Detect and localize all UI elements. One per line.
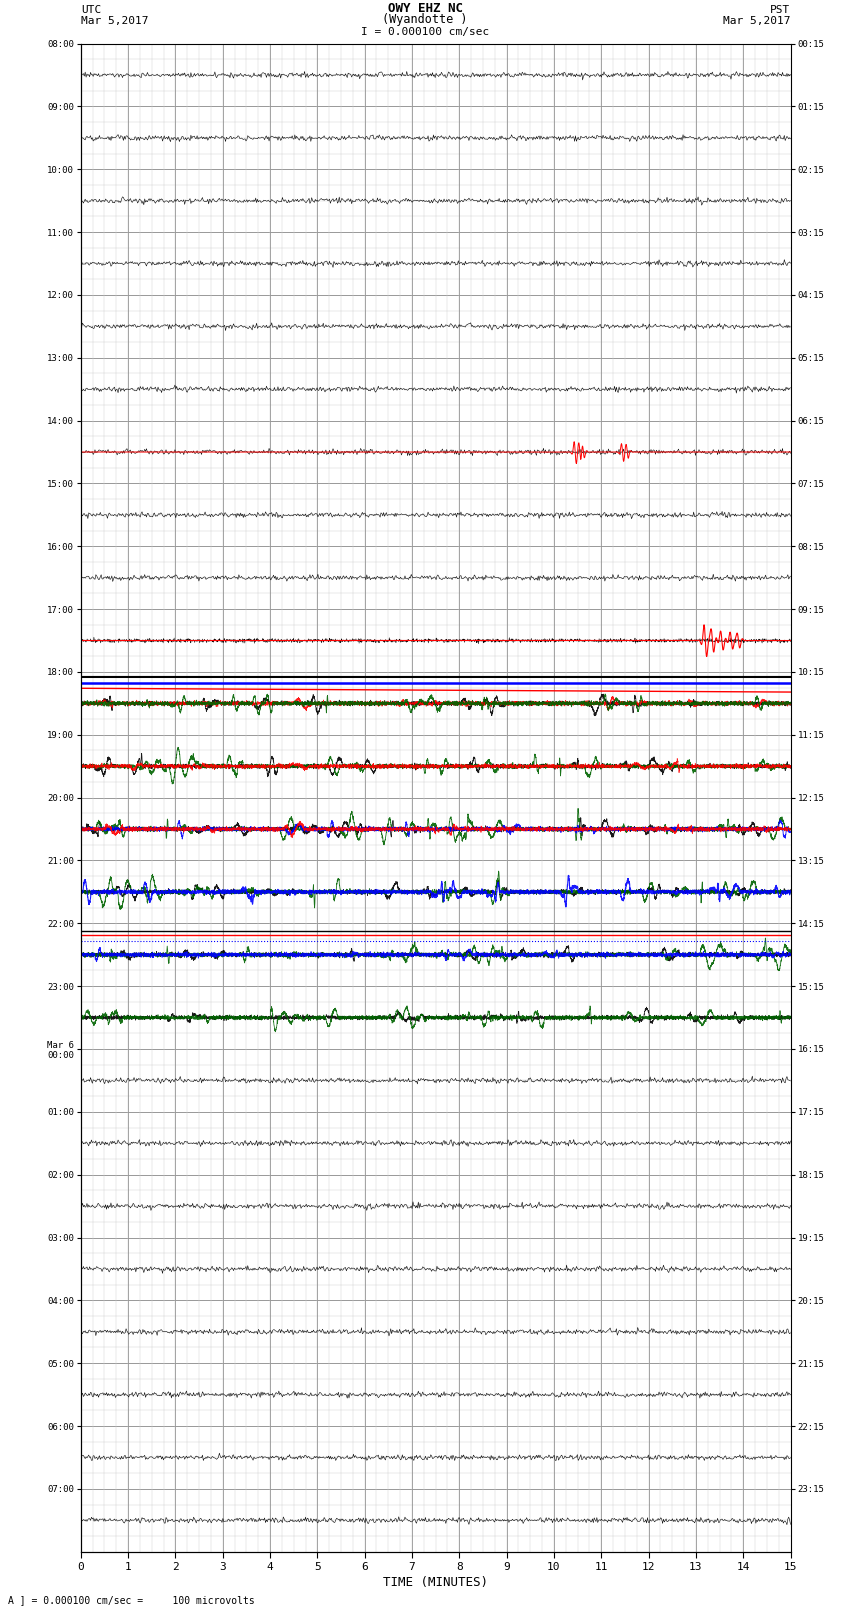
Text: PST: PST <box>770 5 790 15</box>
Text: Mar 5,2017: Mar 5,2017 <box>81 16 148 26</box>
Text: I = 0.000100 cm/sec: I = 0.000100 cm/sec <box>361 27 489 37</box>
Text: UTC: UTC <box>81 5 101 15</box>
X-axis label: TIME (MINUTES): TIME (MINUTES) <box>383 1576 488 1589</box>
Text: OWY EHZ NC: OWY EHZ NC <box>388 2 462 15</box>
Text: Mar 5,2017: Mar 5,2017 <box>723 16 791 26</box>
Text: A ] = 0.000100 cm/sec =     100 microvolts: A ] = 0.000100 cm/sec = 100 microvolts <box>8 1595 255 1605</box>
Text: (Wyandotte ): (Wyandotte ) <box>382 13 468 26</box>
